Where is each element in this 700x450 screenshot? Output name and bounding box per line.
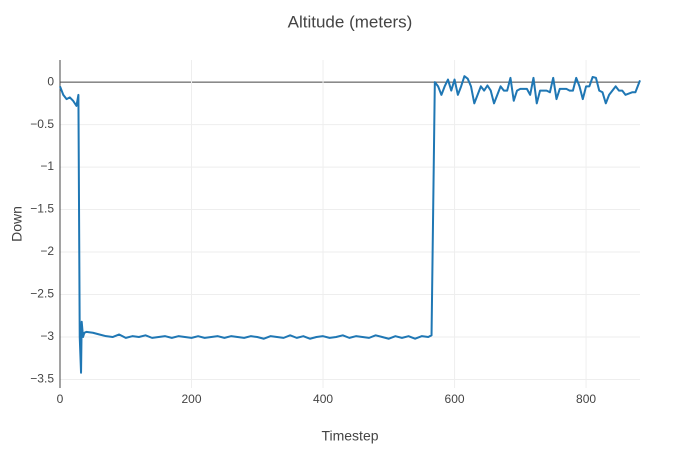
y-tick-label: −1.5 — [30, 202, 54, 216]
y-tick-label: −0.5 — [30, 117, 54, 131]
x-tick-label: 200 — [182, 392, 202, 406]
x-tick-label: 0 — [57, 392, 64, 406]
x-axis-label: Timestep — [321, 428, 378, 444]
data-line — [59, 75, 641, 374]
y-tick-label: 0 — [47, 74, 54, 88]
x-tick-label: 800 — [576, 392, 596, 406]
y-tick-label: −2.5 — [30, 287, 54, 301]
x-tick-label: 600 — [445, 392, 465, 406]
y-axis-label: Down — [9, 206, 25, 242]
y-tick-label: −3 — [40, 329, 54, 343]
y-tick-label: −2 — [40, 244, 54, 258]
chart-title: Altitude (meters) — [288, 12, 413, 31]
y-tick-label: −3.5 — [30, 372, 54, 386]
x-tick-label: 400 — [313, 392, 333, 406]
y-tick-label: −1 — [40, 159, 54, 173]
